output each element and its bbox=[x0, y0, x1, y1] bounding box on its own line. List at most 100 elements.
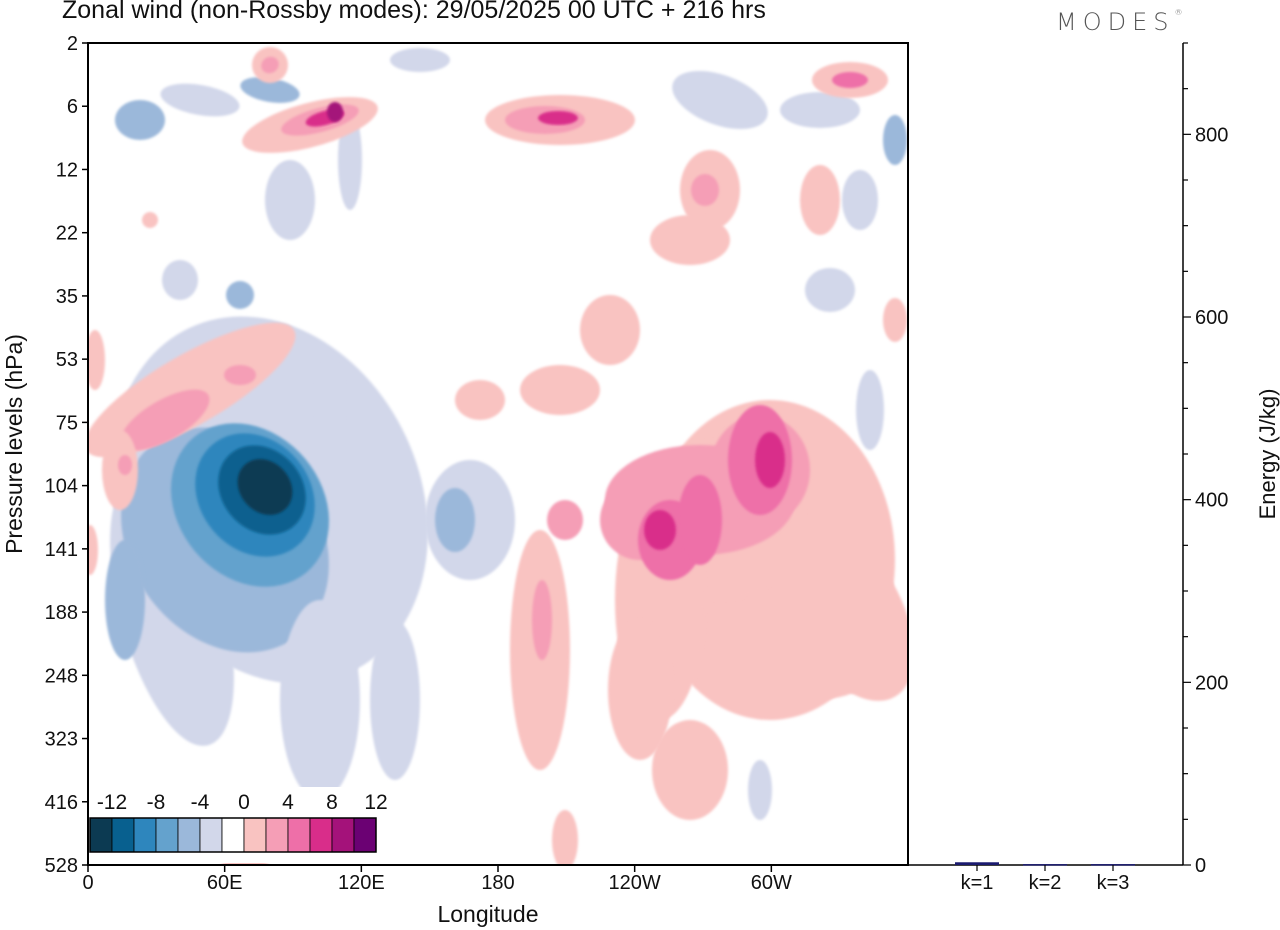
wind-contour-region bbox=[856, 370, 884, 450]
category-label: k=1 bbox=[961, 872, 994, 894]
wind-contour-region bbox=[538, 111, 578, 125]
wind-contour-region bbox=[644, 510, 676, 550]
wind-contour-region bbox=[142, 212, 158, 228]
x-tick-label: 60W bbox=[751, 872, 792, 894]
colorbar-label: -4 bbox=[191, 791, 210, 814]
wind-contour-region bbox=[842, 170, 878, 230]
colorbar-swatch bbox=[111, 817, 135, 853]
colorbar-swatch bbox=[89, 817, 113, 853]
y-tick-label: 53 bbox=[56, 349, 78, 371]
wind-contour-region bbox=[552, 810, 578, 865]
colorbar-swatch bbox=[287, 817, 311, 853]
wind-contour-region bbox=[390, 48, 450, 72]
wind-contour-region bbox=[672, 70, 768, 130]
logo-registered-mark: ® bbox=[1174, 8, 1183, 17]
wind-contour-region bbox=[105, 540, 145, 660]
category-label: k=3 bbox=[1097, 872, 1130, 894]
wind-contour-region bbox=[775, 519, 908, 701]
energy-tick-label: 0 bbox=[1195, 855, 1206, 877]
wind-contour-region bbox=[435, 488, 475, 552]
energy-tick-label: 400 bbox=[1195, 490, 1228, 512]
y-tick-label: 188 bbox=[45, 602, 78, 624]
logo-text: MODES bbox=[1056, 8, 1175, 36]
colorbar-swatch bbox=[155, 817, 179, 853]
wind-contour-region bbox=[265, 160, 315, 240]
wind-contour-region bbox=[261, 56, 279, 74]
wind-contour-region bbox=[755, 432, 785, 488]
wind-contour-region bbox=[315, 360, 345, 440]
colorbar-frame bbox=[89, 817, 377, 853]
y-tick-label: 2 bbox=[67, 33, 78, 55]
colorbar-label: -12 bbox=[97, 791, 127, 814]
wind-contour-region bbox=[691, 174, 719, 206]
energy-tick-label: 800 bbox=[1195, 124, 1228, 146]
wind-contour-region bbox=[280, 600, 360, 800]
wind-contour-region bbox=[327, 102, 343, 122]
wind-contour-region bbox=[455, 380, 505, 420]
chart-title: Zonal wind (non-Rossby modes): 29/05/202… bbox=[62, 0, 766, 24]
wind-contour-region bbox=[120, 389, 210, 451]
y-tick-label: 416 bbox=[45, 792, 78, 814]
wind-contour-region bbox=[118, 455, 132, 475]
y-axis-label: Pressure levels (hPa) bbox=[1, 334, 27, 554]
colorbar-swatch bbox=[353, 817, 377, 853]
y-tick-label: 35 bbox=[56, 286, 78, 308]
colorbar-label: 4 bbox=[282, 791, 294, 814]
wind-contour-region bbox=[748, 760, 772, 820]
y-tick-label: 104 bbox=[45, 476, 78, 498]
colorbar-swatch bbox=[243, 817, 267, 853]
wind-contour-region bbox=[115, 100, 165, 140]
colorbar-swatch bbox=[331, 817, 355, 853]
x-axis-label: Longitude bbox=[437, 901, 538, 927]
category-label: k=2 bbox=[1029, 872, 1062, 894]
energy-tick-label: 200 bbox=[1195, 672, 1228, 694]
wind-contour-region bbox=[370, 620, 420, 780]
x-tick-label: 120E bbox=[338, 872, 385, 894]
colorbar-swatch bbox=[133, 817, 157, 853]
wind-contour-region bbox=[678, 475, 722, 565]
colorbar-label: 0 bbox=[238, 791, 250, 814]
y-tick-label: 75 bbox=[56, 412, 78, 434]
modes-logo: MODES® bbox=[1056, 8, 1182, 36]
wind-contour-region bbox=[652, 720, 728, 820]
wind-contour-region bbox=[883, 115, 907, 165]
colorbar-swatch bbox=[309, 817, 333, 853]
wind-contour-region bbox=[162, 260, 198, 300]
wind-contour-region bbox=[224, 365, 256, 385]
wind-contour-region bbox=[608, 620, 672, 760]
colorbar-label: 12 bbox=[364, 791, 387, 814]
x-tick-label: 60E bbox=[207, 872, 243, 894]
energy-axis-label: Energy (J/kg) bbox=[1255, 389, 1280, 520]
colorbar: -12 -8 -4 0 4 8 12 bbox=[89, 787, 388, 863]
wind-contour-region bbox=[800, 165, 840, 235]
wind-contour-region bbox=[240, 77, 300, 103]
colorbar-swatch bbox=[177, 817, 201, 853]
y-tick-label: 22 bbox=[56, 223, 78, 245]
colorbar-swatch bbox=[265, 817, 289, 853]
wind-contour-region bbox=[883, 298, 907, 342]
y-tick-label: 248 bbox=[45, 665, 78, 687]
wind-contour-region bbox=[547, 500, 583, 540]
colorbar-label: 8 bbox=[326, 791, 338, 814]
x-tick-label: 120W bbox=[609, 872, 661, 894]
wind-contour-region bbox=[88, 525, 98, 575]
x-tick-label: 0 bbox=[82, 872, 93, 894]
wind-contour-region bbox=[237, 459, 293, 515]
y-tick-label: 6 bbox=[67, 96, 78, 118]
y-tick-label: 323 bbox=[45, 729, 78, 751]
x-tick-label: 180 bbox=[481, 872, 514, 894]
y-tick-label: 12 bbox=[56, 159, 78, 181]
wind-contour-region bbox=[580, 295, 640, 365]
wind-contour-region bbox=[532, 580, 552, 660]
colorbar-swatch bbox=[199, 817, 223, 853]
energy-tick-label: 600 bbox=[1195, 307, 1228, 329]
energy-bar bbox=[1023, 864, 1067, 866]
wind-contour-region bbox=[226, 281, 254, 309]
colorbar-swatch bbox=[221, 817, 245, 853]
wind-contour-region bbox=[805, 268, 855, 312]
energy-bar bbox=[955, 862, 999, 865]
wind-contour-region bbox=[88, 330, 105, 390]
energy-bars: 0 200 400 600 800 Energy (J/kg) k=1 k=2 k=3 bbox=[908, 42, 1280, 894]
